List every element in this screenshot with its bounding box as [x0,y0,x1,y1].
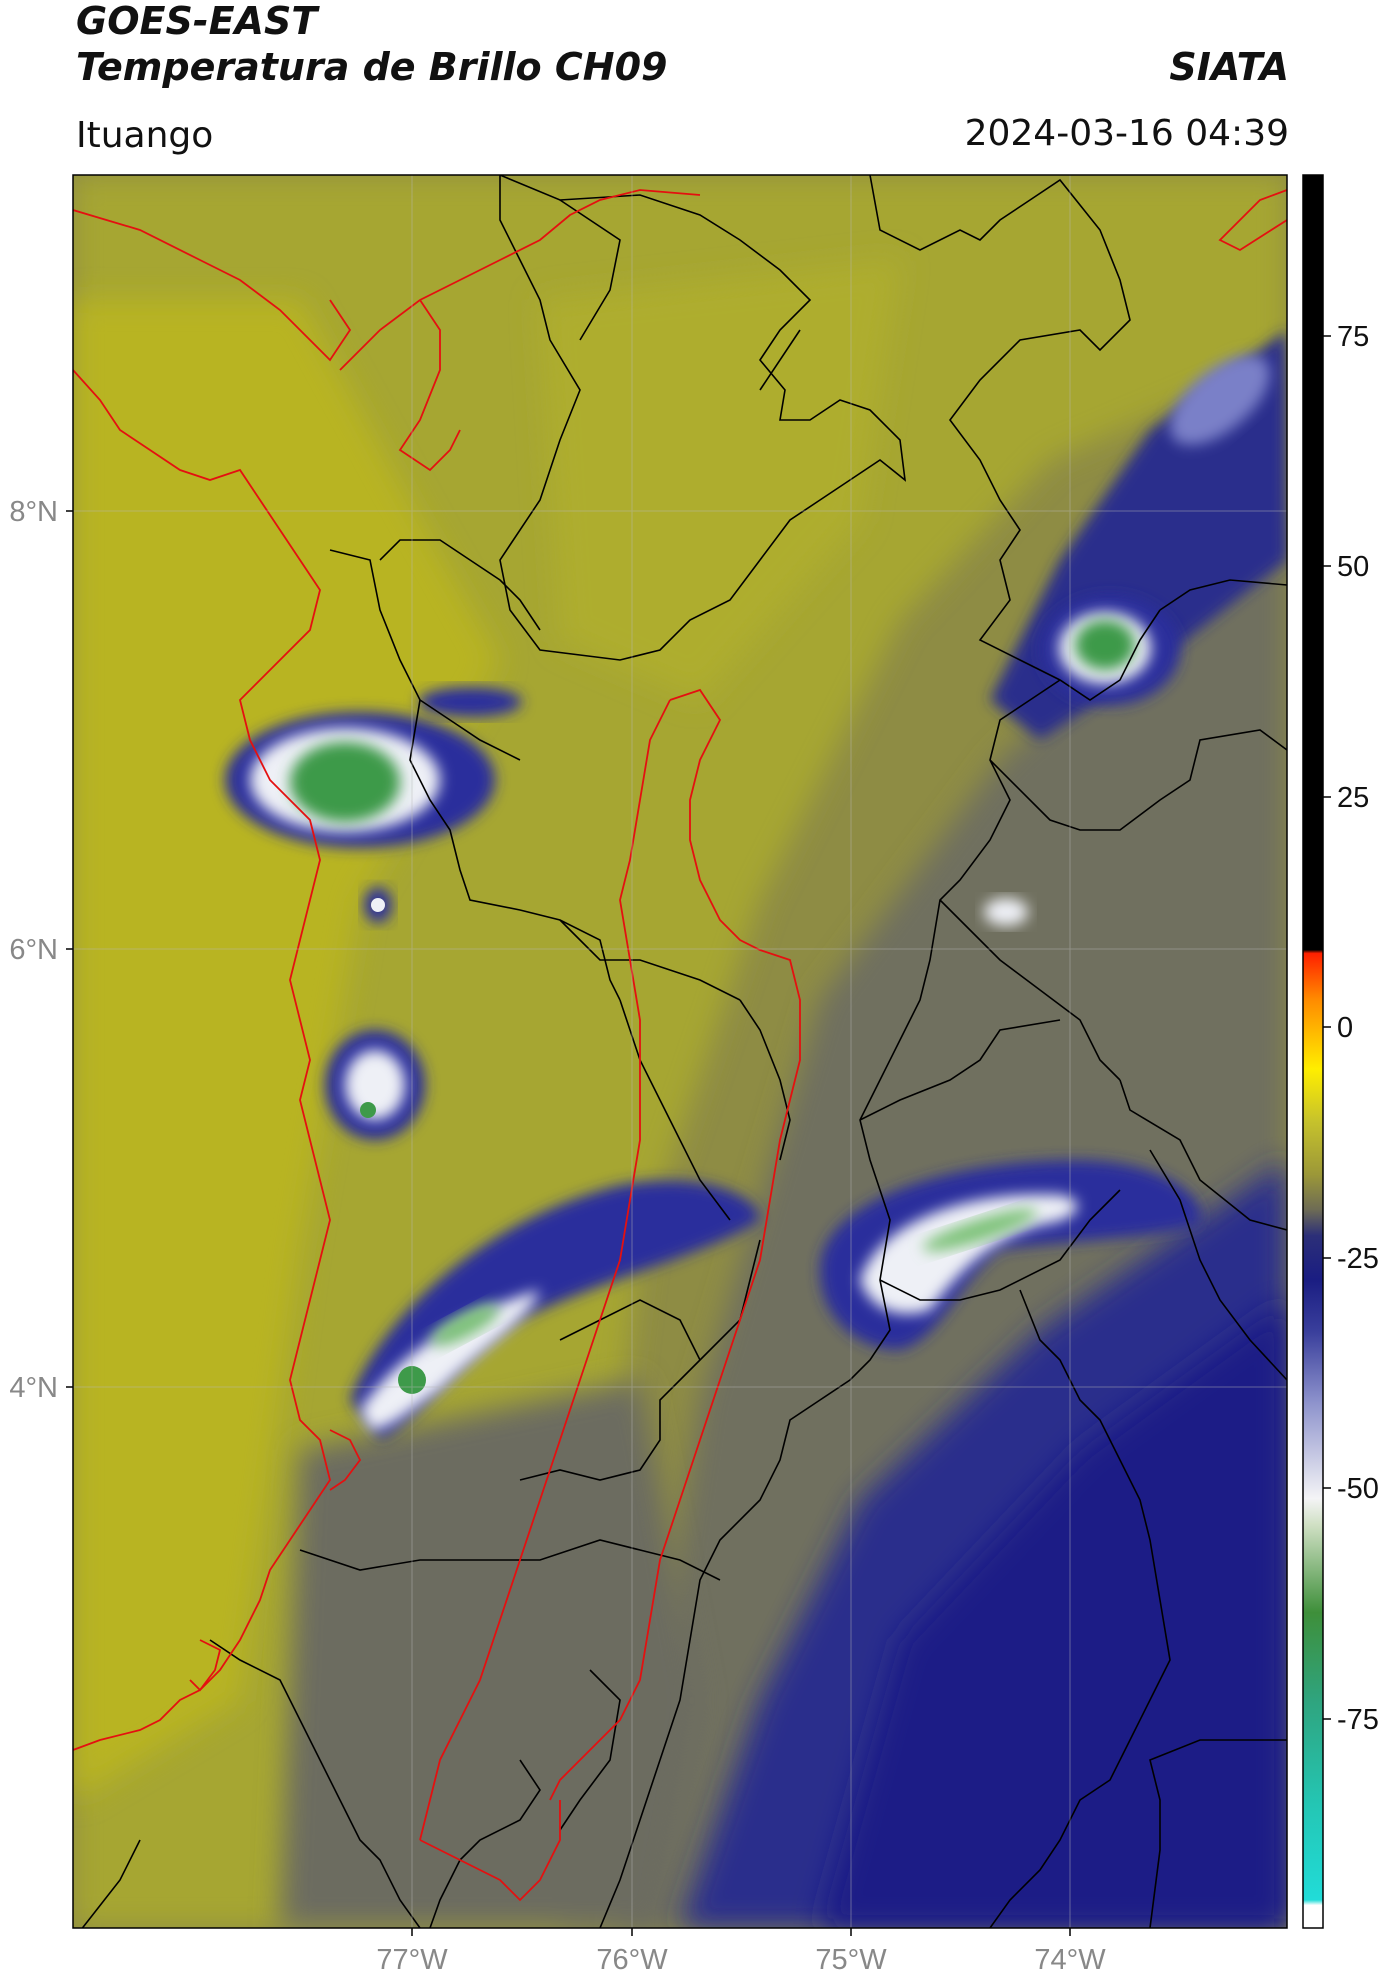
boundaries-highlight [73,189,1287,1902]
lat-tick-8N: 8°N [9,496,58,528]
cloud-band-southwest [350,1180,760,1440]
colorbar: 75 50 25 0 -25 -50 -75 [1302,174,1379,1929]
lat-axis: 8°N 6°N 4°N [9,496,73,1404]
colorbar-tick-minus75: -75 [1337,1704,1379,1736]
lon-tick-77W: 77°W [376,1944,448,1976]
lon-tick-75W: 75°W [815,1944,887,1976]
lon-tick-74W: 74°W [1034,1944,1106,1976]
map-frame [72,174,1288,1929]
cloud-cell-northwest [225,687,522,848]
lon-axis: 77°W 76°W 75°W 74°W [376,1928,1106,1976]
colorbar-tick-25: 25 [1337,782,1369,814]
lat-tick-4N: 4°N [9,1372,58,1404]
colorbar-scale [1302,174,1324,1929]
lon-tick-76W: 76°W [596,1944,668,1976]
colorbar-tick-minus25: -25 [1337,1243,1379,1275]
agency-label: SIATA [1169,45,1289,89]
colorbar-tick-50: 50 [1337,551,1369,583]
colorbar-tick-75: 75 [1337,321,1369,353]
location-label: Ituango [76,115,214,156]
cloud-band-east [820,1160,1202,1350]
colorbar-tick-minus50: -50 [1337,1473,1379,1505]
cloud-cell-northeast [984,355,1270,926]
boundaries-departments [81,175,1287,1928]
lat-tick-6N: 6°N [9,934,58,966]
map-field [73,175,1287,1928]
colorbar-tick-0: 0 [1337,1012,1353,1044]
graticule [73,175,1287,1928]
product-title: Temperatura de Brillo CH09 [76,45,668,89]
satellite-title: GOES-EAST [76,0,318,43]
datetime-label: 2024-03-16 04:39 [964,113,1289,154]
cloud-cell-west [325,887,425,1140]
